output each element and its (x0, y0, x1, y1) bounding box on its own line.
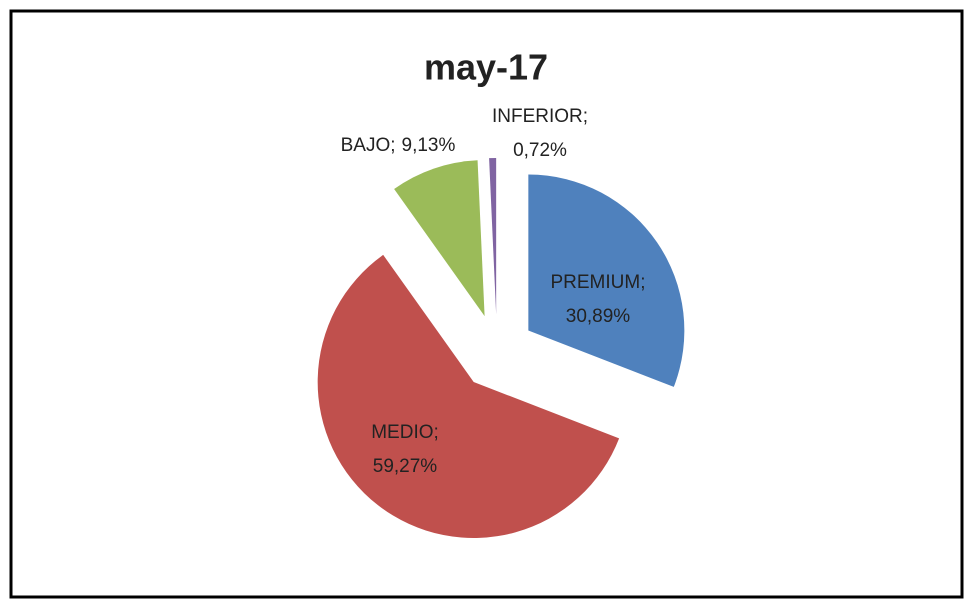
label-separator: ; (390, 135, 395, 156)
data-label: BAJO; 9,13% (341, 135, 456, 156)
label-category: BAJO (341, 135, 391, 156)
pie-slice (394, 160, 485, 317)
data-label: MEDIO; 59,27% (371, 422, 439, 477)
pie-slice (528, 174, 685, 387)
chart-title: may-17 (424, 47, 548, 88)
pie-slice (317, 254, 620, 538)
label-separator: ; (434, 422, 439, 443)
label-separator: ; (583, 106, 588, 127)
label-value: 9,13% (402, 135, 456, 156)
label-category: PREMIUM (550, 272, 640, 293)
pie-slice (489, 158, 497, 315)
data-label: INFERIOR; 0,72% (492, 106, 588, 161)
label-value: 59,27% (373, 456, 438, 477)
label-value: 0,72% (513, 140, 567, 161)
label-category: MEDIO (371, 422, 433, 443)
label-separator: ; (640, 272, 645, 293)
data-label: PREMIUM; 30,89% (550, 272, 645, 327)
label-value: 30,89% (566, 306, 631, 327)
label-category: INFERIOR (492, 106, 583, 127)
